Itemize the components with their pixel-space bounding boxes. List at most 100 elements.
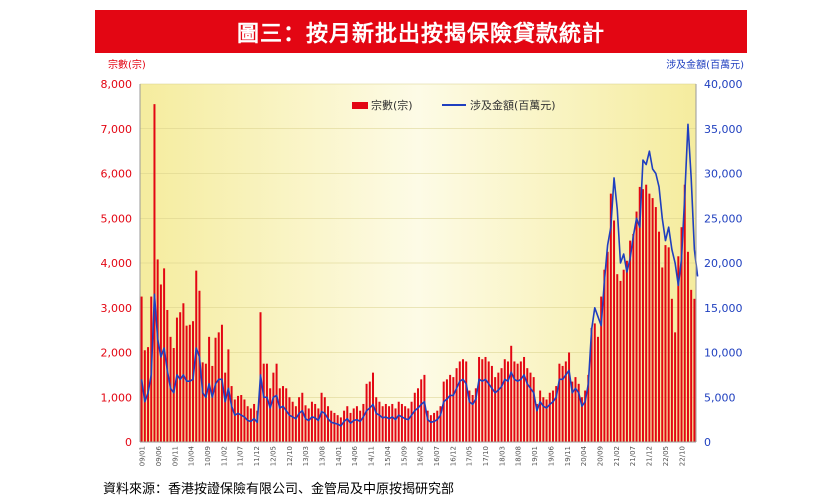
x-tick-label: 09/11	[171, 446, 179, 466]
y-right-axis-title: 涉及金額(百萬元)	[666, 58, 744, 71]
bar	[625, 260, 628, 442]
bar	[677, 256, 680, 442]
bar	[327, 406, 330, 442]
bar	[272, 372, 275, 442]
bar	[471, 395, 474, 442]
bar	[195, 270, 198, 442]
bar	[388, 406, 391, 442]
bar	[465, 361, 468, 442]
bar	[291, 401, 294, 442]
x-tick-label: 19/06	[547, 445, 555, 466]
bar	[352, 408, 355, 442]
bar	[641, 189, 644, 442]
bar	[333, 412, 336, 442]
bar	[613, 220, 616, 442]
x-tick-label: 22/10	[678, 446, 686, 466]
source-note: 資料來源：香港按證保險有限公司、金管局及中原按揭研究部	[103, 482, 455, 497]
y-right-tick-label: 0	[704, 436, 711, 449]
x-tick-label: 15/09	[400, 446, 408, 466]
bar	[490, 365, 493, 442]
bar	[455, 368, 458, 442]
bar	[420, 379, 423, 442]
bar	[381, 406, 384, 442]
bar	[629, 240, 632, 443]
bar	[362, 403, 365, 442]
y-left-tick-label: 6,000	[101, 168, 133, 181]
bar	[156, 259, 159, 442]
bar	[529, 372, 532, 442]
y-right-tick-label: 25,000	[704, 212, 743, 225]
bar	[166, 309, 169, 442]
bar	[452, 377, 455, 442]
bar	[535, 403, 538, 442]
bar	[192, 321, 195, 442]
bar	[619, 280, 622, 442]
bar	[651, 198, 654, 442]
bar	[240, 395, 243, 442]
bar	[690, 289, 693, 442]
y-right-tick-label: 40,000	[704, 78, 743, 91]
bar	[487, 361, 490, 442]
bar	[680, 227, 683, 442]
bar	[211, 365, 214, 442]
bar	[285, 388, 288, 442]
bar	[609, 193, 612, 442]
y-right-tick-label: 20,000	[704, 257, 743, 270]
y-left-tick-label: 0	[125, 436, 132, 449]
bar	[368, 381, 371, 442]
bar	[172, 348, 175, 442]
bar	[269, 388, 272, 442]
bar	[140, 296, 143, 442]
bar	[330, 410, 333, 442]
bar	[596, 336, 599, 442]
bar	[233, 399, 236, 442]
bar	[265, 363, 268, 442]
bar	[391, 403, 394, 442]
bar	[355, 406, 358, 442]
bar	[568, 352, 571, 442]
y-left-axis-title: 宗數(宗)	[108, 58, 146, 71]
x-tick-label: 14/06	[351, 445, 359, 466]
bar	[555, 386, 558, 442]
bar	[365, 383, 368, 442]
legend-bar-swatch	[352, 102, 368, 109]
bar	[294, 406, 297, 442]
series-line	[140, 123, 699, 427]
bar	[153, 104, 156, 442]
bar	[616, 274, 619, 442]
bar	[288, 397, 291, 442]
bar	[378, 401, 381, 442]
bar	[436, 410, 439, 442]
x-tick-label: 19/01	[531, 446, 539, 466]
bar	[449, 374, 452, 443]
bar	[204, 363, 207, 442]
bar	[670, 298, 673, 442]
bar	[603, 269, 606, 442]
x-tick-label: 21/02	[613, 446, 621, 466]
y-left-tick-label: 3,000	[101, 302, 133, 315]
bar	[484, 356, 487, 442]
bar	[548, 392, 551, 442]
bar	[404, 406, 407, 442]
bar	[558, 363, 561, 442]
bar	[413, 392, 416, 442]
bar	[648, 193, 651, 442]
x-tick-label: 17/10	[482, 446, 490, 466]
bar	[574, 377, 577, 442]
chart-title: 圖三：按月新批出按揭保險貸款統計	[236, 21, 605, 47]
bar	[423, 374, 426, 443]
x-tick-label: 18/03	[498, 446, 506, 466]
x-tick-label: 16/02	[417, 446, 425, 466]
bar	[622, 269, 625, 442]
bar	[590, 327, 593, 442]
x-tick-label: 10/09	[204, 446, 212, 466]
bar	[564, 361, 567, 442]
bar	[638, 186, 641, 442]
bar	[359, 410, 362, 442]
x-tick-label: 09/06	[155, 445, 163, 466]
bar	[584, 390, 587, 442]
y-right-tick-label: 30,000	[704, 168, 743, 181]
bar	[686, 251, 689, 442]
bar	[397, 401, 400, 442]
